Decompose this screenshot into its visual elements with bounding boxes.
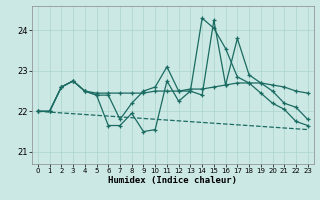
X-axis label: Humidex (Indice chaleur): Humidex (Indice chaleur) [108, 176, 237, 185]
